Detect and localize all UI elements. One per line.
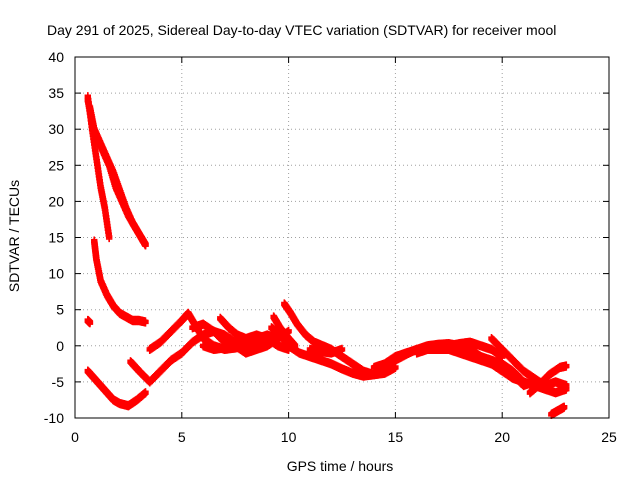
data-point (142, 320, 149, 327)
y-tick-label: 20 (48, 193, 64, 209)
x-tick-label: 0 (71, 429, 79, 445)
data-point (142, 390, 149, 398)
grid-lines (75, 57, 609, 418)
data-point (105, 235, 113, 243)
y-tick-label: 25 (48, 157, 64, 173)
y-tick-label: 15 (48, 230, 64, 246)
y-tick-label: 35 (48, 85, 64, 101)
x-tick-label: 25 (601, 429, 617, 445)
y-tick-label: 40 (48, 49, 64, 65)
x-tick-label: 10 (281, 429, 297, 445)
y-tick-label: -10 (44, 410, 64, 426)
series-track-5 (84, 315, 94, 328)
y-tick-label: 5 (56, 302, 64, 318)
y-tick-label: 0 (56, 338, 64, 354)
data-points (84, 92, 570, 419)
chart-title: Day 291 of 2025, Sidereal Day-to-day VTE… (47, 22, 556, 38)
y-tick-label: 30 (48, 121, 64, 137)
series-track-4 (91, 236, 149, 327)
x-tick-label: 5 (178, 429, 186, 445)
x-tick-label: 20 (494, 429, 510, 445)
x-tick-label: 15 (388, 429, 404, 445)
series-track-3 (84, 92, 113, 243)
y-tick-label: 10 (48, 266, 64, 282)
data-point (142, 242, 149, 250)
y-tick-label: -5 (52, 374, 65, 390)
axis-ticks: 0 5 10 15 20 25 -10 -5 0 5 10 15 20 25 30 35 40 (44, 49, 617, 445)
series-track-6 (84, 366, 149, 411)
data-point (86, 320, 94, 328)
